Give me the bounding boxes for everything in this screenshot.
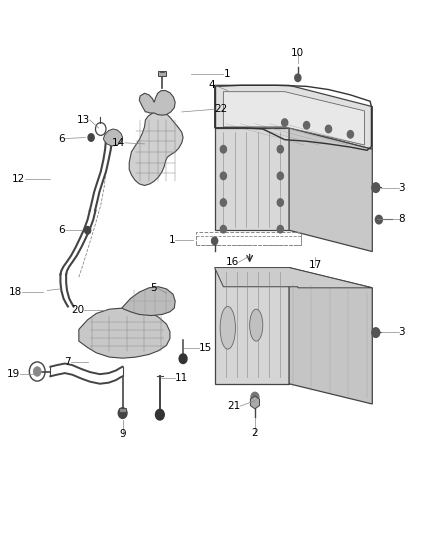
Text: 20: 20: [71, 305, 84, 315]
Circle shape: [220, 225, 226, 233]
Circle shape: [33, 367, 41, 376]
Circle shape: [212, 237, 218, 245]
Polygon shape: [289, 268, 372, 404]
Text: 4: 4: [208, 80, 215, 90]
Bar: [158, 71, 166, 76]
Circle shape: [277, 225, 283, 233]
Polygon shape: [223, 92, 364, 145]
Text: 9: 9: [119, 430, 126, 439]
Polygon shape: [215, 128, 289, 230]
Circle shape: [277, 172, 283, 180]
Text: 12: 12: [12, 174, 25, 183]
Polygon shape: [79, 308, 170, 358]
Circle shape: [179, 354, 187, 364]
Polygon shape: [103, 129, 123, 146]
Circle shape: [304, 122, 310, 129]
Text: 1: 1: [223, 69, 230, 78]
Text: 2: 2: [251, 428, 258, 438]
Circle shape: [295, 74, 301, 82]
Text: 15: 15: [199, 343, 212, 352]
Text: 21: 21: [227, 401, 240, 411]
Polygon shape: [215, 268, 372, 288]
Circle shape: [88, 134, 94, 141]
Circle shape: [220, 146, 226, 153]
Text: 8: 8: [399, 214, 405, 223]
Ellipse shape: [250, 309, 263, 341]
Circle shape: [155, 409, 164, 420]
Circle shape: [347, 131, 353, 138]
Circle shape: [325, 125, 332, 133]
Text: 18: 18: [9, 287, 22, 297]
Text: 11: 11: [175, 374, 188, 383]
Text: 5: 5: [150, 283, 157, 293]
Text: 22: 22: [215, 104, 228, 114]
Circle shape: [118, 408, 127, 418]
Polygon shape: [289, 128, 372, 252]
Circle shape: [277, 199, 283, 206]
Text: 13: 13: [77, 115, 90, 125]
Text: 7: 7: [64, 358, 71, 367]
Polygon shape: [215, 85, 372, 149]
Text: 17: 17: [309, 261, 322, 270]
Circle shape: [277, 146, 283, 153]
Circle shape: [372, 328, 380, 337]
Text: 3: 3: [399, 327, 405, 336]
Polygon shape: [129, 111, 183, 185]
Polygon shape: [139, 91, 175, 115]
Text: 3: 3: [399, 183, 405, 192]
Polygon shape: [215, 268, 289, 384]
Circle shape: [375, 215, 382, 224]
Text: 14: 14: [112, 138, 125, 148]
Text: 16: 16: [226, 257, 239, 267]
Text: 10: 10: [291, 49, 304, 58]
Circle shape: [220, 199, 226, 206]
Bar: [119, 408, 126, 412]
Text: 19: 19: [7, 369, 20, 379]
Circle shape: [85, 227, 91, 234]
Text: 6: 6: [58, 225, 65, 235]
Ellipse shape: [220, 306, 236, 349]
Text: 6: 6: [58, 134, 65, 143]
Circle shape: [251, 392, 259, 402]
Text: 1: 1: [169, 235, 175, 245]
Polygon shape: [122, 287, 175, 316]
Circle shape: [282, 119, 288, 126]
Circle shape: [220, 172, 226, 180]
Circle shape: [372, 183, 380, 192]
